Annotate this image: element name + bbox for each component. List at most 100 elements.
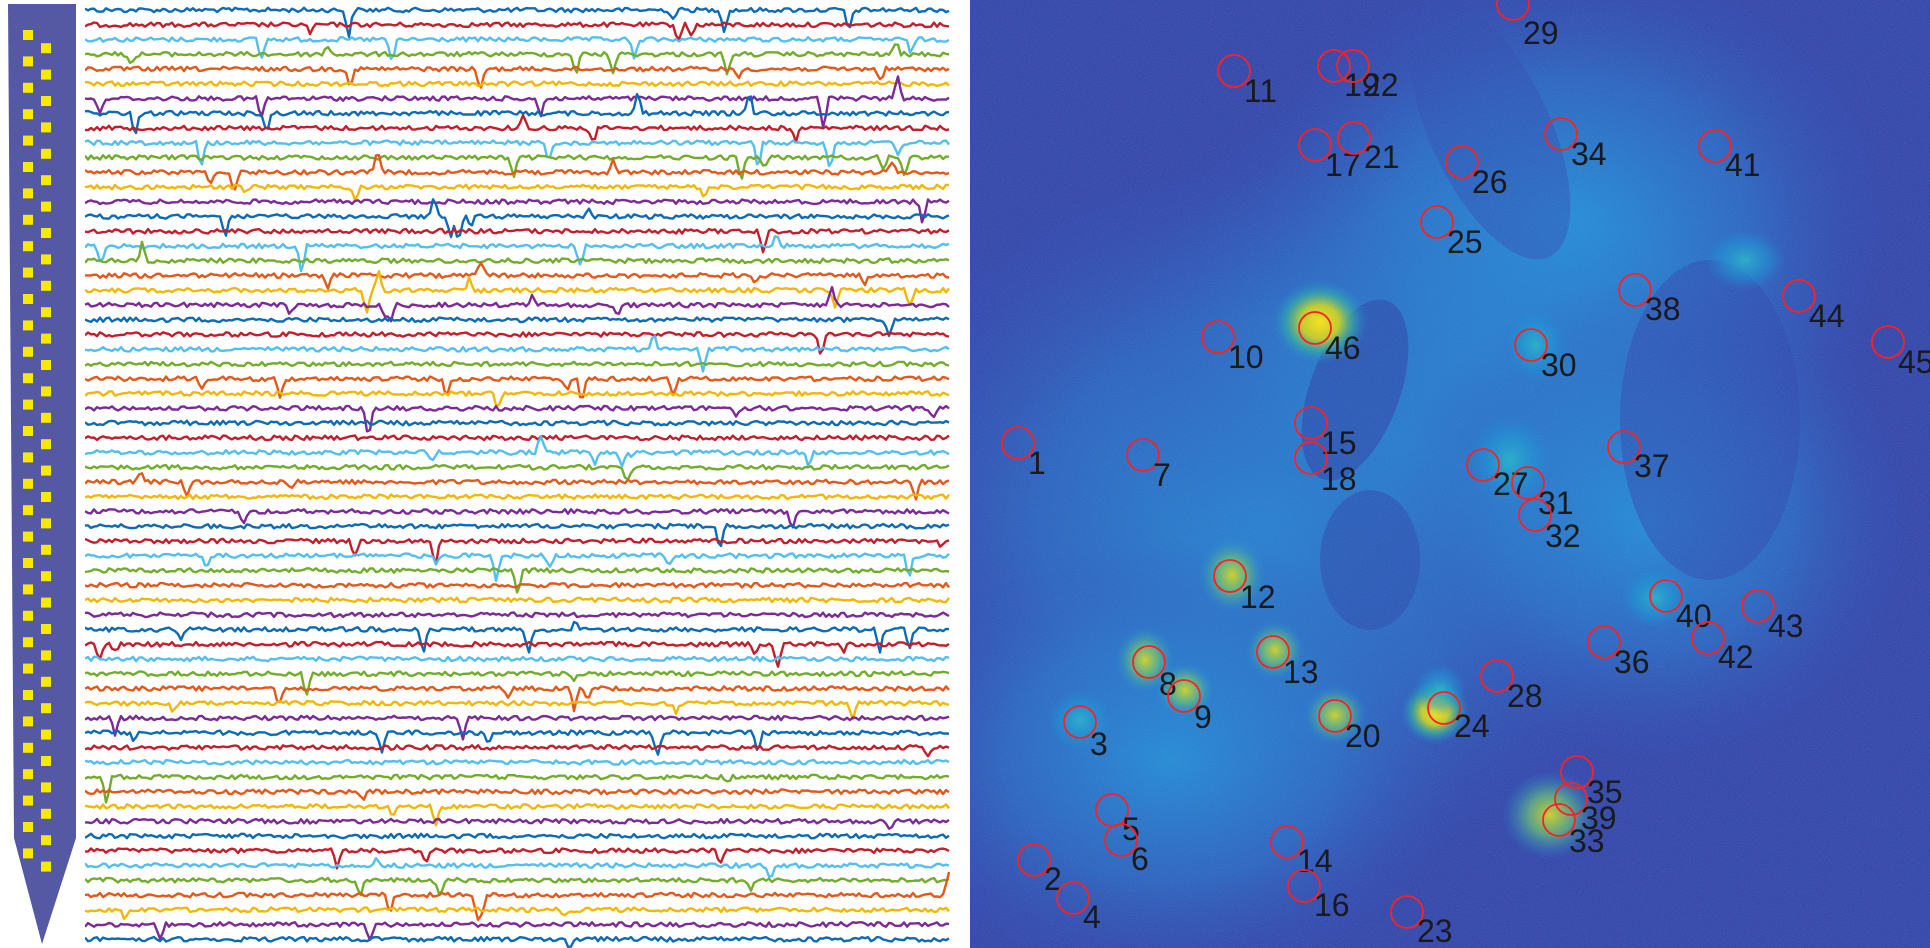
channel-trace (85, 316, 950, 338)
roi-label: 37 (1634, 448, 1670, 484)
roi-circle (1560, 755, 1594, 789)
roi-circle (1001, 426, 1035, 460)
channel-trace (85, 270, 950, 314)
roi-circle (1607, 430, 1641, 464)
roi-label: 34 (1571, 136, 1607, 172)
roi-circle (1056, 881, 1090, 915)
channel-trace (85, 640, 950, 668)
roi-label: 38 (1645, 291, 1681, 327)
roi-label: 45 (1898, 344, 1930, 380)
roi-label: 23 (1417, 913, 1453, 948)
recording-site (23, 531, 33, 542)
roi-circle (1544, 117, 1578, 151)
roi-label: 6 (1131, 841, 1149, 877)
recording-site (23, 478, 33, 489)
channel-trace (85, 198, 950, 239)
recording-site (23, 663, 33, 674)
roi-circle (1298, 311, 1332, 345)
roi-circle (1691, 621, 1725, 655)
channel-trace (85, 235, 950, 273)
recording-site (41, 465, 51, 476)
roi-label: 21 (1364, 139, 1400, 175)
roi-label: 39 (1581, 800, 1617, 836)
roi-circle (1104, 823, 1138, 857)
recording-site (41, 729, 51, 740)
channel-trace (85, 670, 950, 696)
recording-site (41, 175, 51, 186)
channel-trace (85, 198, 950, 224)
roi-circle (1618, 273, 1652, 307)
roi-label: 28 (1507, 678, 1543, 714)
channel-trace (85, 75, 950, 129)
recording-site (23, 822, 33, 832)
recording-site (23, 30, 33, 40)
channel-trace (85, 773, 950, 804)
roi-label: 20 (1345, 718, 1381, 754)
channel-trace (85, 227, 950, 254)
roi-label: 12 (1240, 579, 1276, 615)
recording-site (41, 808, 51, 819)
cell-body-glow (1502, 771, 1598, 859)
roi-label: 19 (1344, 67, 1380, 103)
recording-site (23, 346, 33, 357)
cell-body-glow (1048, 690, 1112, 750)
roi-circle (1554, 782, 1588, 816)
channel-trace (85, 43, 950, 76)
recording-site (41, 96, 51, 106)
roi-label: 25 (1447, 224, 1483, 260)
cell-body-glow (1506, 309, 1566, 381)
recording-site (41, 201, 51, 212)
recording-site (41, 412, 51, 423)
channel-trace (85, 285, 950, 323)
roi-circle (1741, 589, 1775, 623)
channel-trace (85, 847, 950, 870)
channel-trace (85, 92, 950, 135)
roi-label: 4 (1083, 899, 1101, 935)
roi-circle (1270, 825, 1304, 859)
roi-label: 9 (1194, 699, 1212, 735)
cell-body-glow (1470, 415, 1550, 505)
recording-site (23, 742, 33, 753)
roi-circle (1294, 406, 1328, 440)
recording-site (41, 69, 51, 80)
roi-label: 11 (1244, 73, 1277, 109)
channel-trace (85, 620, 950, 654)
roi-circle (1518, 498, 1552, 532)
roi-circle (1317, 49, 1351, 83)
roi-circle (1213, 559, 1247, 593)
channel-trace (85, 21, 950, 41)
roi-label: 26 (1472, 164, 1508, 200)
roi-circle (1782, 279, 1816, 313)
channel-trace (85, 390, 950, 407)
channel-trace (85, 404, 950, 433)
recording-site (23, 558, 33, 568)
recording-site (23, 399, 33, 410)
recording-site (41, 544, 51, 555)
recording-site (23, 267, 33, 278)
channel-trace (85, 139, 950, 168)
recording-site (41, 280, 51, 291)
channel-trace (85, 788, 950, 801)
recording-site (41, 360, 51, 370)
roi-label: 3 (1090, 726, 1108, 762)
roi-circle (1126, 438, 1160, 472)
channel-trace (85, 472, 950, 501)
recording-site (41, 650, 51, 661)
recording-site (41, 122, 51, 133)
recording-site (41, 597, 51, 608)
recording-site (23, 241, 33, 252)
roi-label: 43 (1768, 608, 1804, 644)
channel-trace (85, 552, 950, 582)
channel-trace (85, 419, 950, 427)
channel-trace (85, 857, 950, 878)
recording-site (23, 109, 33, 120)
recording-site (23, 690, 33, 700)
recording-site (41, 571, 51, 582)
channel-trace (85, 114, 950, 144)
recording-site (41, 148, 51, 159)
roi-label: 42 (1718, 639, 1754, 675)
roi-circle (1514, 328, 1548, 362)
cell-body-glow (1621, 568, 1689, 628)
channel-trace (85, 699, 950, 721)
